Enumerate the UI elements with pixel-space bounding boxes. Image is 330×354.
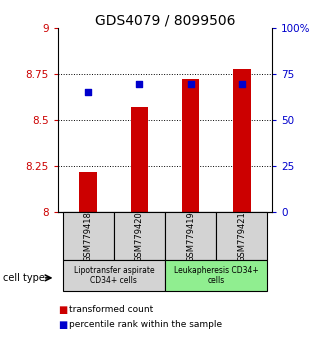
Text: ■: ■ bbox=[58, 320, 67, 330]
Bar bbox=[233, 69, 250, 212]
Bar bbox=[216, 212, 267, 260]
Bar bbox=[165, 212, 216, 260]
Text: GSM779418: GSM779418 bbox=[84, 211, 93, 262]
Bar bbox=[63, 260, 165, 291]
Bar bbox=[80, 172, 97, 212]
Text: cell type: cell type bbox=[3, 273, 45, 283]
Text: transformed count: transformed count bbox=[69, 305, 153, 314]
Bar bbox=[182, 79, 199, 212]
Text: GSM779420: GSM779420 bbox=[135, 211, 144, 262]
Point bbox=[239, 82, 244, 87]
Text: Lipotransfer aspirate
CD34+ cells: Lipotransfer aspirate CD34+ cells bbox=[74, 266, 154, 285]
Point bbox=[188, 82, 193, 87]
Point bbox=[86, 89, 91, 95]
Text: GSM779419: GSM779419 bbox=[186, 211, 195, 262]
Bar bbox=[114, 212, 165, 260]
Title: GDS4079 / 8099506: GDS4079 / 8099506 bbox=[95, 13, 235, 27]
Text: percentile rank within the sample: percentile rank within the sample bbox=[69, 320, 222, 330]
Bar bbox=[165, 260, 267, 291]
Text: ■: ■ bbox=[58, 305, 67, 315]
Point bbox=[137, 82, 142, 87]
Text: Leukapheresis CD34+
cells: Leukapheresis CD34+ cells bbox=[174, 266, 258, 285]
Bar bbox=[131, 108, 148, 212]
Text: GSM779421: GSM779421 bbox=[237, 211, 246, 262]
Bar bbox=[63, 212, 114, 260]
